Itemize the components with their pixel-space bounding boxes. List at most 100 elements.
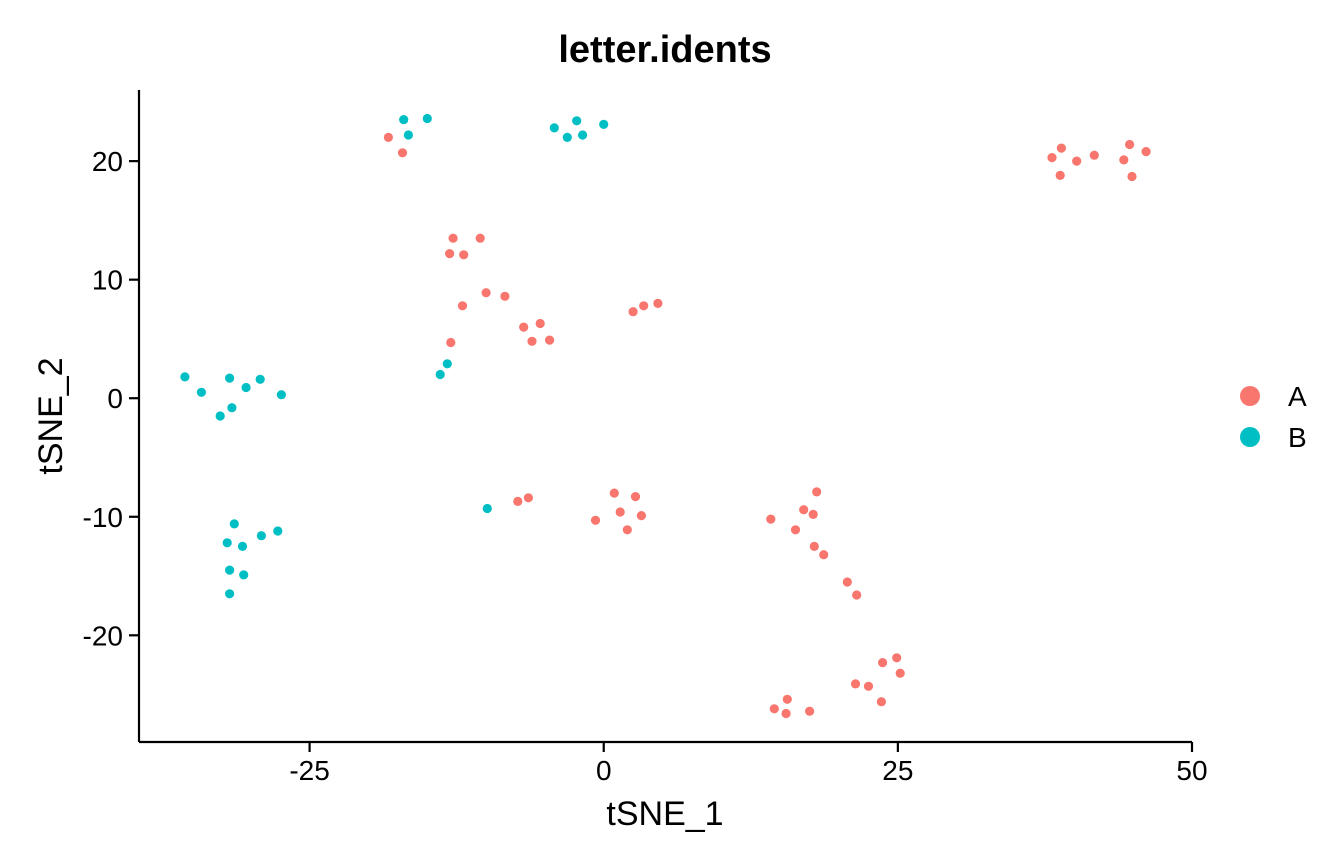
point-b-0 xyxy=(399,115,409,125)
x-axis-title: tSNE_1 xyxy=(606,795,723,833)
legend-label-b: B xyxy=(1288,422,1307,453)
point-a-1 xyxy=(397,148,408,158)
point-a-51 xyxy=(781,708,791,719)
point-a-10 xyxy=(639,301,649,311)
point-a-14 xyxy=(527,336,537,346)
point-a-25 xyxy=(1127,171,1137,182)
point-a-45 xyxy=(895,668,905,678)
point-a-11 xyxy=(653,298,663,308)
point-b-20 xyxy=(256,531,266,541)
y-tick-label-0: -20 xyxy=(83,620,123,651)
point-a-12 xyxy=(519,322,529,332)
point-b-13 xyxy=(276,390,286,400)
point-a-44 xyxy=(878,658,888,668)
point-b-25 xyxy=(239,570,249,580)
point-a-13 xyxy=(535,318,545,329)
y-tick-label-3: 10 xyxy=(92,265,123,296)
point-a-50 xyxy=(769,704,779,714)
legend: AB xyxy=(1240,381,1307,453)
y-axis-ticks: -20 -10 0 10 20 xyxy=(83,146,139,651)
point-b-2 xyxy=(403,130,413,140)
x-tick-label-0: -25 xyxy=(289,755,329,786)
point-a-22 xyxy=(1125,139,1135,150)
plot-points xyxy=(180,113,1151,719)
point-a-29 xyxy=(630,492,641,502)
point-b-7 xyxy=(599,119,609,129)
point-b-1 xyxy=(422,113,432,124)
point-a-26 xyxy=(513,496,523,506)
point-b-21 xyxy=(273,526,283,536)
point-a-15 xyxy=(545,335,555,345)
chart-title: letter.idents xyxy=(558,29,771,71)
x-axis-ticks: -25 0 25 50 xyxy=(289,742,1208,786)
point-a-46 xyxy=(850,679,861,689)
point-a-32 xyxy=(590,515,601,525)
point-a-18 xyxy=(1056,143,1066,153)
point-b-4 xyxy=(572,116,582,126)
point-b-9 xyxy=(196,387,206,397)
point-a-48 xyxy=(876,697,887,707)
point-b-22 xyxy=(222,538,232,548)
y-tick-label-4: 20 xyxy=(92,146,123,177)
point-b-14 xyxy=(227,403,237,413)
point-a-30 xyxy=(615,507,625,517)
point-a-37 xyxy=(766,514,776,524)
point-a-7 xyxy=(500,291,510,301)
point-a-33 xyxy=(622,525,632,535)
y-tick-label-1: -10 xyxy=(83,502,123,533)
point-a-47 xyxy=(863,681,874,691)
point-a-0 xyxy=(383,132,393,142)
point-b-8 xyxy=(180,372,190,382)
x-tick-label-3: 50 xyxy=(1176,755,1207,786)
point-b-3 xyxy=(549,123,559,133)
point-a-36 xyxy=(808,509,818,519)
legend-key-b xyxy=(1240,427,1260,447)
point-b-10 xyxy=(225,373,235,383)
point-a-16 xyxy=(446,337,456,348)
legend-label-a: A xyxy=(1288,381,1307,412)
point-a-38 xyxy=(790,525,801,535)
point-a-4 xyxy=(445,249,455,259)
point-b-24 xyxy=(225,565,235,575)
point-a-34 xyxy=(812,487,822,497)
y-tick-label-2: 0 xyxy=(107,383,123,414)
y-axis-title: tSNE_2 xyxy=(32,357,70,474)
point-a-35 xyxy=(799,505,809,515)
point-b-5 xyxy=(562,132,572,142)
point-a-3 xyxy=(475,233,485,243)
point-a-52 xyxy=(805,706,815,716)
point-a-8 xyxy=(457,301,468,311)
point-a-20 xyxy=(1089,150,1099,160)
point-a-9 xyxy=(628,307,638,317)
point-a-42 xyxy=(852,590,862,600)
x-tick-label-1: 0 xyxy=(596,755,612,786)
point-a-19 xyxy=(1072,156,1082,166)
point-a-40 xyxy=(819,550,829,560)
point-b-26 xyxy=(225,589,235,599)
point-b-17 xyxy=(435,369,445,380)
point-a-21 xyxy=(1119,155,1129,165)
point-a-23 xyxy=(1141,147,1151,157)
point-a-5 xyxy=(459,250,469,260)
point-b-23 xyxy=(237,541,248,552)
point-a-49 xyxy=(782,694,792,704)
point-a-17 xyxy=(1047,153,1057,163)
point-a-41 xyxy=(842,577,852,587)
point-a-2 xyxy=(448,233,458,243)
point-b-18 xyxy=(482,503,492,514)
point-b-15 xyxy=(215,411,225,421)
point-a-43 xyxy=(892,653,902,663)
point-b-16 xyxy=(442,359,452,369)
point-b-12 xyxy=(255,374,265,384)
point-a-28 xyxy=(609,488,619,498)
legend-key-a xyxy=(1240,386,1260,406)
x-tick-label-2: 25 xyxy=(882,755,913,786)
point-b-19 xyxy=(229,519,239,529)
point-b-6 xyxy=(578,130,588,140)
point-b-11 xyxy=(241,382,251,393)
point-a-39 xyxy=(809,541,819,552)
point-a-6 xyxy=(481,288,491,298)
point-a-27 xyxy=(523,493,534,503)
point-a-24 xyxy=(1055,170,1065,180)
